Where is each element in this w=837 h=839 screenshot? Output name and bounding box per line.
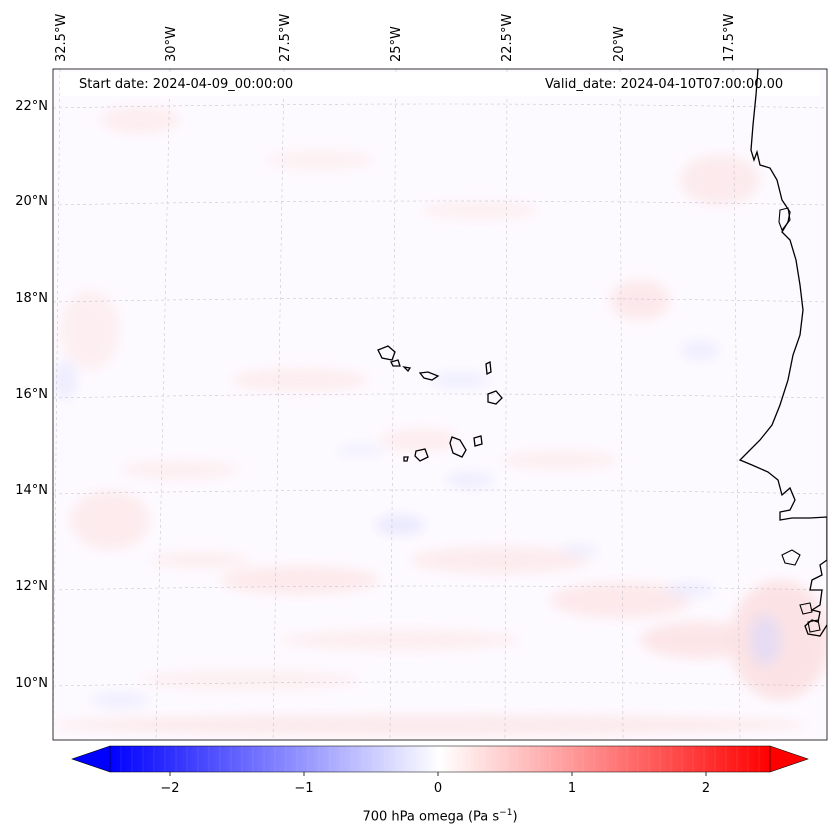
lon-label-30w: 30°W [164, 26, 179, 62]
colorbar-gradient [110, 746, 770, 772]
colorbar [71, 745, 809, 776]
colorbar-label-suffix: ) [512, 809, 518, 825]
colorbar-tick: 1 [567, 781, 577, 796]
graticule [53, 69, 827, 740]
lon-label-20w: 20°W [612, 26, 627, 62]
cape-verde-islands [377, 345, 503, 462]
colorbar-min-extend [71, 745, 111, 773]
colorbar-tick: 2 [701, 781, 711, 796]
valid-date-label: Valid_date: 2024-04-10T07:00:00.00 [545, 77, 784, 92]
lat-label-10n: 10°N [15, 676, 48, 691]
colorbar-max-extend [769, 745, 809, 773]
lat-label-20n: 20°N [15, 194, 48, 209]
colorbar-tick: 0 [433, 781, 443, 796]
start-date-label: Start date: 2024-04-09_00:00:00 [79, 77, 294, 92]
colorbar-tick: −1 [294, 781, 314, 796]
lat-label-18n: 18°N [15, 291, 48, 306]
lat-label-12n: 12°N [15, 579, 48, 594]
lat-label-14n: 14°N [15, 483, 48, 498]
lat-label-16n: 16°N [15, 387, 48, 402]
omega-field [53, 69, 827, 740]
lon-label-22-5w: 22.5°W [500, 13, 515, 62]
africa-coastline [738, 69, 827, 637]
lon-label-25w: 25°W [389, 26, 404, 62]
colorbar-label-exponent: −1 [499, 808, 513, 818]
lon-label-32-5w: 32.5°W [54, 13, 69, 62]
lon-label-17-5w: 17.5°W [722, 13, 737, 62]
colorbar-tick: −2 [160, 781, 180, 796]
lon-label-27-5w: 27.5°W [278, 13, 293, 62]
lat-label-22n: 22°N [15, 99, 48, 114]
colorbar-label-prefix: 700 hPa omega (Pa s [362, 809, 500, 825]
colorbar-label: 700 hPa omega (Pa s−1) [0, 808, 837, 824]
map-frame [52, 68, 828, 741]
